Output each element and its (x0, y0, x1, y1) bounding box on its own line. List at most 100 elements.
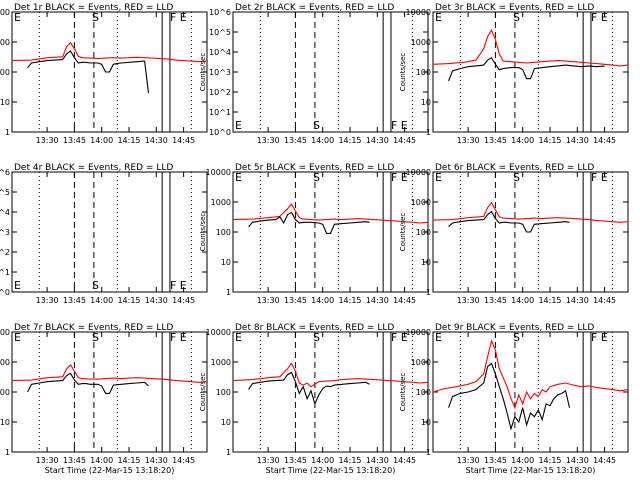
panel-title: Det 9r BLACK = Events, RED = LLD (435, 323, 594, 333)
x-tick-label: 14:30 (145, 456, 168, 465)
x-tick-label: 14:45 (393, 456, 416, 465)
x-tick-label: 13:45 (63, 456, 86, 465)
y-tick-label: 10^2 (0, 248, 10, 257)
x-tick-label: 14:15 (338, 456, 361, 465)
lld-series-line (232, 362, 429, 388)
events-series-line (448, 362, 571, 431)
x-tick-label: 14:30 (366, 136, 389, 145)
x-tick-label: 14:30 (366, 456, 389, 465)
event-marker-s: S (92, 279, 99, 292)
y-tick-label: 1 (426, 288, 431, 297)
y-axis-label: Counts/sec (399, 373, 407, 412)
y-tick-label: 100 (416, 68, 431, 77)
x-tick-label: 14:00 (311, 456, 334, 465)
x-tick-label: 13:45 (484, 456, 507, 465)
x-tick-label: 14:15 (338, 136, 361, 145)
plot-frame (432, 331, 629, 453)
y-tick-label: 10000 (406, 328, 431, 337)
y-axis-label: Counts/sec (199, 213, 207, 252)
x-tick-label: 13:45 (284, 136, 307, 145)
x-tick-label: 13:45 (63, 136, 86, 145)
lld-series-line (432, 339, 629, 410)
panel-det-9: Det 9r BLACK = Events, RED = LLD 1 10 100 10… (399, 323, 629, 475)
event-marker-f: F (591, 11, 597, 24)
event-marker-s: S (513, 11, 520, 24)
x-tick-label: 14:45 (172, 296, 195, 305)
y-tick-label: 10^3 (0, 228, 10, 237)
y-tick-label: 1000 (211, 358, 231, 367)
x-tick-label: 14:00 (90, 296, 113, 305)
y-tick-label: 1000 (211, 198, 231, 207)
y-tick-label: 10000 (406, 8, 431, 17)
panel-title: Det 4r BLACK = Events, RED = LLD (14, 163, 173, 173)
y-tick-label: 1 (5, 448, 10, 457)
y-tick-label: 10 (0, 418, 10, 427)
x-axis-label: Start Time (22-Mar-15 13:18:20) (45, 466, 175, 475)
y-tick-label: 10^5 (209, 28, 231, 37)
event-marker-e: E (435, 171, 442, 184)
x-tick-label: 13:30 (457, 296, 480, 305)
event-marker-e: E (601, 171, 608, 184)
x-tick-label: 14:15 (538, 296, 561, 305)
y-tick-label: 10000 (206, 168, 231, 177)
y-tick-label: 10000 (0, 8, 10, 17)
y-tick-label: 100 (416, 228, 431, 237)
x-tick-label: 13:30 (36, 296, 59, 305)
event-marker-f: F (391, 171, 397, 184)
y-axis-label: Counts/sec (199, 373, 207, 412)
event-marker-s: S (92, 11, 99, 24)
event-marker-e: E (601, 331, 608, 344)
x-axis-label: Start Time (22-Mar-15 13:18:20) (266, 466, 396, 475)
y-tick-label: 10 (221, 418, 231, 427)
panel-title: Det 7r BLACK = Events, RED = LLD (14, 323, 173, 333)
x-tick-label: 14:45 (172, 136, 195, 145)
x-tick-label: 14:45 (593, 456, 616, 465)
x-tick-label: 13:30 (257, 296, 280, 305)
lld-series-line (232, 203, 429, 224)
y-tick-label: 10000 (406, 168, 431, 177)
event-marker-e: E (435, 11, 442, 24)
panel-title: Det 1r BLACK = Events, RED = LLD (14, 3, 173, 13)
y-tick-label: 100 (416, 388, 431, 397)
events-series-line (448, 210, 570, 233)
events-series-line (248, 371, 370, 406)
event-marker-e: E (14, 11, 21, 24)
x-tick-label: 14:45 (393, 296, 416, 305)
x-tick-label: 14:30 (566, 136, 589, 145)
event-marker-s: S (313, 331, 320, 344)
x-tick-label: 14:00 (90, 456, 113, 465)
y-axis-label: Counts/sec (399, 213, 407, 252)
y-tick-label: 10^6 (209, 8, 231, 17)
event-marker-e: E (435, 331, 442, 344)
x-tick-label: 14:00 (511, 296, 534, 305)
event-marker-f: F (591, 171, 597, 184)
event-marker-f: F (170, 331, 176, 344)
x-tick-label: 13:45 (484, 296, 507, 305)
y-tick-label: 1000 (411, 38, 431, 47)
y-tick-label: 1000 (0, 358, 10, 367)
y-tick-label: 10^1 (209, 108, 231, 117)
panel-title: Det 2r BLACK = Events, RED = LLD (235, 3, 394, 13)
panel-det-5: Det 5r BLACK = Events, RED = LLD 1 10 100 10… (199, 163, 429, 305)
y-tick-label: 10^2 (209, 88, 231, 97)
x-tick-label: 14:30 (566, 296, 589, 305)
y-tick-label: 100 (216, 388, 231, 397)
event-marker-e: E (401, 331, 408, 344)
y-tick-label: 10 (0, 98, 10, 107)
events-series-line (448, 56, 605, 82)
y-tick-label: 1000 (411, 358, 431, 367)
y-tick-label: 10^0 (0, 288, 10, 297)
x-tick-label: 14:15 (538, 456, 561, 465)
x-tick-label: 14:45 (172, 456, 195, 465)
lld-series-line (11, 364, 208, 383)
panel-det-7: Det 7r BLACK = Events, RED = LLD 1 10 100 10… (0, 323, 208, 475)
y-tick-label: 100 (216, 228, 231, 237)
panel-det-1: Det 1r BLACK = Events, RED = LLD 1 10 100 10… (0, 3, 208, 145)
lld-series-line (11, 41, 208, 63)
x-tick-label: 13:30 (457, 136, 480, 145)
event-marker-s: S (313, 171, 320, 184)
y-tick-label: 10^5 (0, 188, 10, 197)
y-tick-label: 10^4 (209, 48, 231, 57)
event-marker-e: E (235, 331, 242, 344)
